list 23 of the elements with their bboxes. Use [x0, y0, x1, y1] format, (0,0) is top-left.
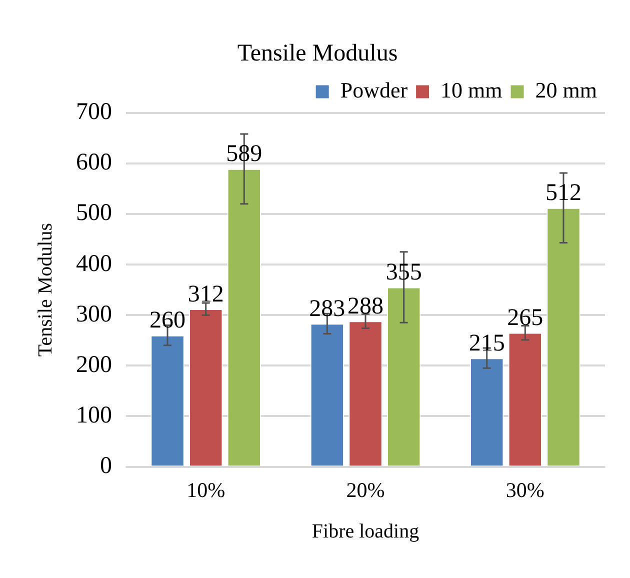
data-label: 265 [507, 305, 544, 332]
y-tick-label: 700 [76, 99, 112, 126]
x-tick-label: 20% [346, 478, 385, 502]
data-label: 288 [348, 293, 384, 320]
y-tick-label: 100 [76, 402, 112, 429]
chart-title: Tensile Modulus [237, 40, 398, 67]
y-tick-label: 600 [76, 150, 112, 176]
x-axis-title: Fibre loading [312, 520, 420, 542]
legend-label: 10 mm [440, 78, 502, 103]
y-tick-label: 500 [76, 200, 112, 226]
y-tick-label: 300 [76, 301, 112, 328]
y-tick-label: 200 [76, 352, 112, 378]
x-tick-label: 10% [186, 478, 226, 502]
y-tick-label: 400 [76, 250, 112, 277]
data-label: 312 [188, 281, 224, 308]
data-label: 260 [150, 308, 186, 334]
y-axis-title: Tensile Modulus [34, 222, 56, 357]
x-tick-label: 30% [506, 478, 544, 502]
legend-label: Powder [340, 78, 408, 103]
legend-label: 20 mm [535, 78, 598, 103]
data-label: 283 [309, 296, 346, 322]
data-label: 215 [468, 330, 505, 356]
y-tick-label: 0 [100, 453, 112, 480]
